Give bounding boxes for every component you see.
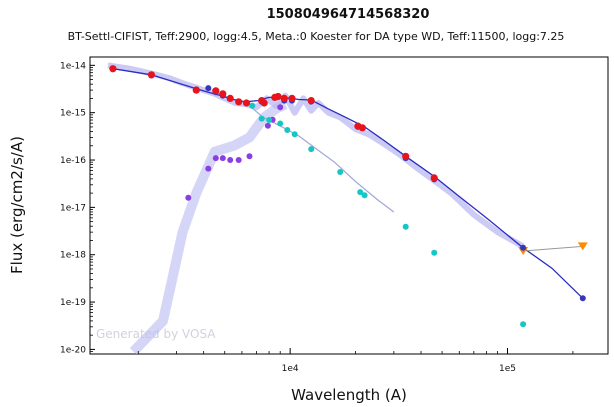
- observed-point: [402, 152, 410, 160]
- observed-point: [288, 94, 296, 102]
- cool-component-point: [277, 104, 284, 111]
- cool-component-point: [212, 155, 219, 162]
- observed-point: [109, 65, 117, 73]
- wd-component-point: [361, 192, 368, 199]
- x-tick-label: 1e5: [499, 364, 516, 374]
- chart-subtitle: BT-Settl-CIFIST, Teff:2900, logg:4.5, Me…: [68, 30, 565, 43]
- observed-point: [192, 86, 200, 94]
- chart-marks: [107, 62, 588, 354]
- wd-component-point: [258, 115, 265, 122]
- x-axis-label: Wavelength (A): [291, 386, 407, 404]
- wd-component-point: [308, 146, 315, 153]
- observed-point: [430, 174, 438, 182]
- upper-limit-marker: [577, 242, 588, 251]
- upper-limit-connector: [523, 245, 583, 252]
- observed-point: [219, 90, 227, 98]
- cool-component-point: [227, 157, 234, 163]
- wd-component-point: [357, 189, 364, 196]
- observed-point: [307, 97, 315, 105]
- observed-point: [242, 99, 251, 107]
- model-point: [205, 85, 212, 92]
- y-axis-label: Flux (erg/cm2/s/A): [8, 136, 26, 274]
- y-tick-label: 1e-16: [60, 156, 86, 166]
- model-point: [579, 295, 586, 302]
- cool-component-point: [264, 122, 271, 129]
- observed-point: [280, 94, 288, 102]
- observed-point: [358, 124, 366, 132]
- y-tick-label: 1e-15: [60, 109, 86, 119]
- y-tick-label: 1e-17: [60, 203, 86, 213]
- cool-component-point: [235, 157, 242, 163]
- y-tick-label: 1e-19: [60, 298, 86, 308]
- wd-component-point: [291, 131, 298, 138]
- cool-component-point: [205, 165, 212, 172]
- model-point: [520, 244, 527, 251]
- cool-component-point: [219, 155, 226, 162]
- wd-component-point: [520, 321, 527, 328]
- y-tick-label: 1e-14: [60, 61, 86, 71]
- cool-star-spectrum: [129, 99, 288, 354]
- observed-point: [147, 71, 155, 79]
- observed-point: [260, 99, 268, 107]
- combined-model-line: [112, 68, 584, 299]
- wd-component-point: [266, 117, 273, 123]
- observed-point: [274, 92, 282, 101]
- wd-component-point: [337, 169, 344, 175]
- wd-component-point: [402, 223, 409, 230]
- observed-point: [226, 94, 234, 102]
- wd-component-point: [249, 102, 256, 109]
- y-tick-label: 1e-20: [60, 345, 86, 355]
- wd-component-point: [277, 120, 284, 127]
- chart-title: 150804964714568320: [267, 7, 430, 22]
- cool-component-point: [246, 153, 253, 160]
- y-tick-label: 1e-18: [60, 251, 86, 261]
- observed-point: [212, 87, 220, 95]
- wd-component-point: [431, 249, 438, 256]
- cool-component-point: [185, 194, 192, 201]
- x-tick-label: 1e4: [282, 364, 299, 374]
- wd-component-point: [284, 127, 291, 133]
- chart-axes: 1e-14 1e-15 1e-16 1e-17 1e-18 1e-19 1e-20 1e4 1e…: [60, 61, 574, 374]
- plot-area: [89, 56, 609, 355]
- observed-point: [235, 98, 243, 106]
